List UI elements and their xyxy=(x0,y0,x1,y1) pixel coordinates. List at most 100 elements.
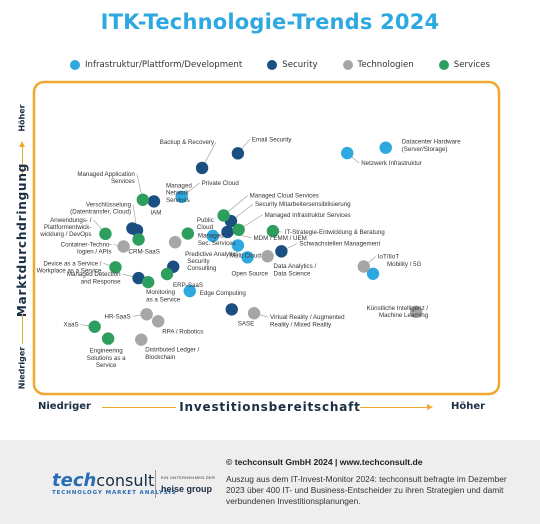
point-label-security-mitarbeitersensibilisierung: Security Mitarbeitersensibilisierung xyxy=(255,201,351,208)
legend-label: Technologien xyxy=(357,60,414,70)
point-label-device-as-a-service-workplace-as-a-service: Device as a Service / Workplace as a Serv… xyxy=(37,260,102,274)
point-backup-recovery[interactable] xyxy=(195,161,209,175)
point-label-crm-saas: CRM-SaaS xyxy=(129,248,160,255)
point-label-managed-detection-and-response: Managed Detection and Response xyxy=(67,271,121,285)
point-label-erp-saas: ERP-SaaS xyxy=(173,282,203,289)
point-label-xaas: XaaS xyxy=(64,322,79,329)
scatter-chart: Datacenter Hardware (Server/Storage) Netzw… xyxy=(32,80,501,396)
y-axis-arrow-up xyxy=(19,141,25,176)
x-axis-arrow-right xyxy=(360,404,433,410)
point-anwendungs-plattformentwicklung-devops[interactable] xyxy=(99,227,112,241)
point-email-security[interactable] xyxy=(231,147,245,160)
techconsult-logo[interactable]: techconsult xyxy=(52,470,154,491)
x-axis-high-label: Höher xyxy=(451,401,486,412)
point-sase[interactable] xyxy=(225,303,238,316)
point-label-managed-infrastruktur-services: Managed Infrastruktur Services xyxy=(265,212,351,219)
point-engineering-solutions-as-a-service[interactable] xyxy=(101,332,115,345)
legend-swatch-security xyxy=(267,60,278,70)
point-hr-saas[interactable] xyxy=(140,308,153,321)
x-axis-title: Investitionsbereitschaft xyxy=(179,400,361,414)
point-managed-cloud-services[interactable] xyxy=(217,209,230,222)
point-multi-cloud[interactable] xyxy=(231,239,245,252)
data-labels: Datacenter Hardware (Server/Storage) Netzw… xyxy=(37,136,462,369)
point-managed-sec-services[interactable] xyxy=(181,227,195,240)
point-label-mdm-emm-uem: MDM / EMM / UEM xyxy=(253,235,306,242)
plot-frame xyxy=(32,80,501,396)
point-label-data-analytics-data-science: Data Analytics / Data Science xyxy=(274,263,317,277)
legend-item-services: Services xyxy=(438,60,490,70)
logo-tech-text: tech xyxy=(52,470,97,491)
point-monitoring-as-a-service[interactable] xyxy=(141,275,155,289)
point-label-sase: SASE xyxy=(238,320,255,327)
point-label-managed-network-services: Managed Network Services xyxy=(166,182,192,203)
point-label-managed-sec-services: Managed Sec. Services xyxy=(198,233,236,247)
point-device-as-a-service-workplace-as-a-service[interactable] xyxy=(109,261,122,274)
point-label-managed-application-services: Managed Application Services xyxy=(77,171,135,185)
y-axis-high-label: Höher xyxy=(17,104,27,132)
heise-logo[interactable]: heise group xyxy=(161,484,213,494)
logo-divider xyxy=(155,470,156,498)
legend-item-security: Security xyxy=(267,60,318,70)
point-container-technologien-apis[interactable] xyxy=(117,240,130,253)
point-private-cloud[interactable] xyxy=(175,190,188,204)
x-axis-low-label: Niedriger xyxy=(38,401,91,412)
point-managed-detection-and-response[interactable] xyxy=(132,271,145,285)
footer xyxy=(0,440,540,524)
logo-consult-text: consult xyxy=(96,471,155,490)
point-xaas[interactable] xyxy=(88,320,101,333)
point-label-rpa-robotics: RPA / Robotics xyxy=(162,328,203,335)
point-label-public-cloud: Public Cloud xyxy=(197,217,214,231)
point-managed-network-services[interactable] xyxy=(147,195,161,208)
legend-item-technologies: Technologien xyxy=(342,60,414,70)
point-iot-iiot[interactable] xyxy=(357,260,370,273)
point-managed-infrastruktur-services[interactable] xyxy=(232,223,245,236)
chart-title: ITK-Technologie-Trends 2024 xyxy=(100,10,440,34)
point-mobility-5g[interactable] xyxy=(366,267,380,280)
point-label-virtual-reality-augmented-reality-mixed-reality: Virtual Reality / Augmented Reality / Mix… xyxy=(270,314,345,328)
point-label-iam: IAM xyxy=(150,209,161,216)
point-crm-saas[interactable] xyxy=(132,233,145,246)
point-rpa-robotics[interactable] xyxy=(151,315,165,328)
point-label-container-technologien-apis: Container-Techno-logien / APIs xyxy=(61,242,112,256)
point-verschl-sselung-datentransfer-cloud[interactable] xyxy=(130,224,144,237)
legend-swatch-infrastructure xyxy=(70,60,80,70)
legend-label: Security xyxy=(282,60,318,70)
point-label-backup-recovery: Backup & Recovery xyxy=(160,139,215,146)
point-open-source[interactable] xyxy=(241,251,254,264)
point-schwachstellen-management[interactable] xyxy=(275,245,288,258)
point-label-distributed-ledger-blockchain: Distributed Ledger / Blockchain xyxy=(145,347,199,361)
point-erp-saas[interactable] xyxy=(160,267,174,281)
point-label-schwachstellen-management: Schwachstellen Management xyxy=(299,240,380,247)
legend-swatch-services xyxy=(438,60,449,70)
point-label-security-consulting: Security Consulting xyxy=(187,258,217,272)
point-data-analytics-data-science[interactable] xyxy=(261,250,274,263)
point-distributed-ledger-blockchain[interactable] xyxy=(135,333,148,346)
point-public-cloud[interactable] xyxy=(206,229,220,243)
point-label-edge-computing: Edge Computing xyxy=(200,290,247,297)
point-datacenter-hardware-server-storage[interactable] xyxy=(379,141,392,154)
point-predictive-analytics[interactable] xyxy=(168,235,182,249)
y-axis-arrow-line xyxy=(22,314,23,344)
point-it-strategie-entwicklung-beratung[interactable] xyxy=(266,224,280,238)
point-label-email-security: Email Security xyxy=(252,136,292,143)
logo-tagline: TECHNOLOGY MARKET ANALYSIS xyxy=(52,490,177,496)
point-label-multi-cloud: Multi Cloud xyxy=(230,252,262,259)
point-label-netzwerk-infrastruktur: Netzwerk Infrastruktur xyxy=(361,160,422,167)
point-label-datacenter-hardware-server-storage: Datacenter Hardware (Server/Storage) xyxy=(402,139,461,153)
point-mdm-emm-uem[interactable] xyxy=(221,225,234,239)
legend-label: Services xyxy=(453,60,490,70)
point-k-nstliche-intelligenz-machine-learning[interactable] xyxy=(409,305,423,319)
point-label-engineering-solutions-as-a-service: Engineering Solutions as a Service xyxy=(87,348,126,369)
point-edge-computing[interactable] xyxy=(183,284,196,298)
point-netzwerk-infrastruktur[interactable] xyxy=(341,146,354,160)
point-managed-application-services[interactable] xyxy=(136,193,149,206)
point-label-hr-saas: HR-SaaS xyxy=(105,313,131,320)
point-label-it-strategie-entwicklung-beratung: IT-Strategie-Entwicklung & Beratung xyxy=(285,229,385,236)
point-label-iot-iiot: IoT/IIoT xyxy=(378,253,400,260)
y-axis-title: Marktdurchdringung xyxy=(15,162,29,318)
legend-swatch-technologies xyxy=(342,60,353,70)
point-label-mobility-5g: Mobility / 5G xyxy=(387,261,422,268)
point-label-open-source: Open Source xyxy=(232,270,269,277)
point-label-predictive-analytics: Predictive Analytics xyxy=(185,251,238,258)
point-virtual-reality-augmented-reality-mixed-reality[interactable] xyxy=(247,307,261,320)
